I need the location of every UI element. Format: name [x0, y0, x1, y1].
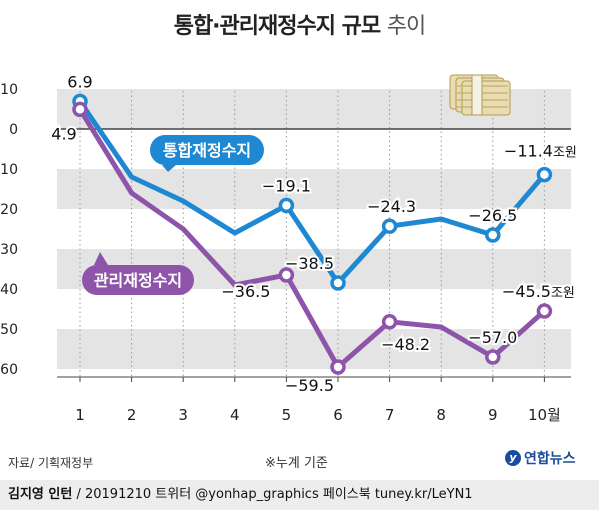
x-tick-label: 9	[488, 406, 498, 424]
y-tick-label: 0	[9, 122, 18, 138]
series-layer	[72, 93, 553, 375]
data-point	[278, 197, 295, 214]
data-point	[536, 166, 553, 183]
data-label: −11.4조원	[504, 142, 577, 161]
series-callout-1	[82, 265, 194, 295]
band-3	[57, 329, 571, 369]
y-tick-label: 10	[0, 82, 18, 98]
x-tick-label: 7	[385, 406, 395, 424]
x-tick-label: 3	[178, 406, 188, 424]
series-name-label: 관리재정수지	[94, 271, 182, 290]
y-tick-label: -20	[0, 202, 18, 218]
data-point	[536, 303, 553, 319]
data-label: −57.0	[468, 328, 517, 347]
series-callout-tail	[162, 165, 176, 172]
data-label: 4.9	[51, 124, 76, 143]
source-text: 자료/ 기획재정부	[8, 456, 94, 470]
y-tick-label: -40	[0, 282, 18, 298]
unit-label: 조원	[551, 286, 575, 301]
chart-title-main: 통합·관리재정수지 규모	[173, 14, 381, 39]
y-tick-label: -10	[0, 162, 18, 178]
x-tick-label: 1	[75, 406, 85, 424]
data-point	[278, 267, 295, 283]
credit-details: / 20191210 트위터 @yonhap_graphics 페이스북 tun…	[76, 487, 473, 502]
data-point	[485, 349, 501, 365]
data-label: −24.3	[367, 197, 416, 216]
money-band	[471, 74, 483, 116]
brand-logo: y 연합뉴스	[505, 448, 576, 468]
x-tick-label: 2	[127, 406, 137, 424]
credit-bar: 김지영 인턴 / 20191210 트위터 @yonhap_graphics 페…	[0, 480, 599, 510]
y-tick-label: -50	[0, 322, 18, 338]
band-1	[57, 169, 571, 209]
x-tick-label: 5	[282, 406, 292, 424]
data-point	[72, 101, 88, 118]
data-label: −38.5	[285, 254, 334, 273]
data-point	[330, 359, 346, 375]
data-point	[330, 275, 346, 291]
y-axis: 10 0 -10 -20 -30 -40 -50 -60	[0, 82, 18, 378]
yonhap-logo-icon: y	[505, 450, 521, 466]
credit-author: 김지영 인턴	[8, 487, 73, 502]
line-chart: 10 0 -10 -20 -30 -40 -50 -60 1 2 3 4 5 6 7 8 9 10월 6.9 −1…	[0, 70, 579, 424]
x-tick-label: 4	[230, 406, 240, 424]
x-tick-label: 6	[333, 406, 343, 424]
data-labels: 6.9 −19.1 −38.5 −24.3 −26.5 −11.4조원 4.9 −36.5 −5…	[49, 70, 579, 397]
data-label: −26.5	[468, 206, 517, 225]
money-stack-icon	[449, 74, 511, 116]
series-line-1	[77, 106, 547, 370]
y-tick-label: -30	[0, 242, 18, 258]
y-tick-label: -60	[0, 362, 18, 378]
x-tick-label: 10월	[528, 406, 561, 424]
data-label: −59.5	[285, 376, 334, 395]
x-tick-label: 8	[436, 406, 446, 424]
chart-title: 통합·관리재정수지 규모 추이	[0, 8, 599, 40]
data-point	[381, 218, 398, 234]
unit-label: 조원	[553, 146, 577, 161]
data-label: −36.5	[221, 282, 270, 301]
data-label: −48.2	[381, 335, 430, 354]
data-point	[381, 314, 398, 330]
series-callout-0	[150, 135, 264, 165]
data-label: 6.9	[67, 72, 92, 91]
chart-title-suffix: 추이	[386, 14, 426, 39]
footnote-text: ※누계 기준	[265, 456, 328, 471]
series-line-0	[77, 98, 547, 286]
data-label: −19.1	[262, 176, 311, 195]
series-callout-tail	[94, 252, 108, 265]
data-point	[485, 227, 501, 243]
series-name-label: 통합재정수지	[163, 141, 251, 160]
data-label: −45.5조원	[502, 282, 575, 301]
brand-name: 연합뉴스	[524, 451, 576, 467]
x-axis: 1 2 3 4 5 6 7 8 9 10월	[57, 376, 571, 424]
